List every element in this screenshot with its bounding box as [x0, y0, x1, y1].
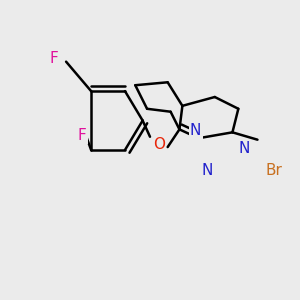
Text: N: N: [190, 123, 201, 138]
Text: Br: Br: [265, 163, 282, 178]
Text: F: F: [50, 51, 59, 66]
Text: F: F: [78, 128, 87, 143]
Text: N: N: [202, 163, 213, 178]
Text: O: O: [153, 136, 165, 152]
Text: N: N: [238, 141, 250, 156]
